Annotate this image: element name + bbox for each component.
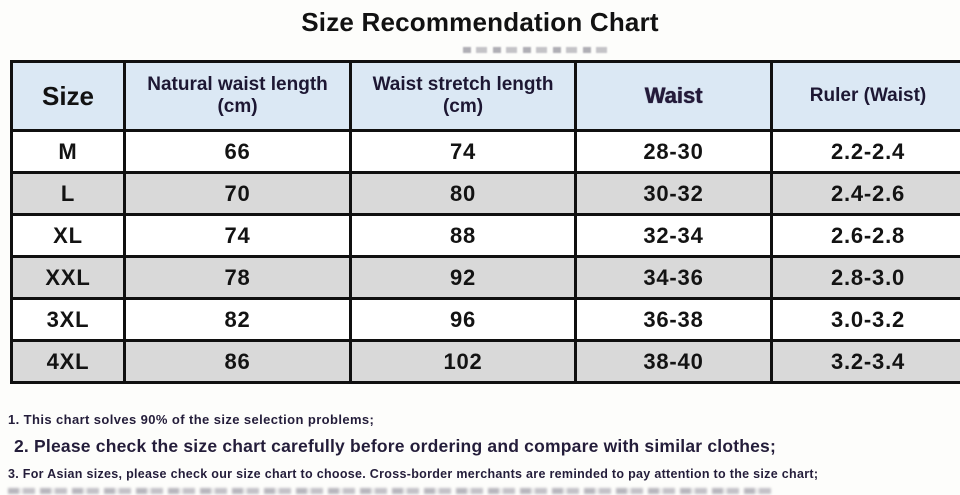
cell-size: 4XL — [12, 341, 125, 383]
header-cell-size: Size — [12, 62, 125, 131]
table-row: XL 74 88 32-34 2.6-2.8 — [12, 215, 960, 257]
cell-stretch: 74 — [351, 131, 576, 173]
table-row: 3XL 82 96 36-38 3.0-3.2 — [12, 299, 960, 341]
size-recommendation-table: Size Natural waist length (cm) Waist str… — [10, 60, 960, 384]
cell-stretch: 80 — [351, 173, 576, 215]
cell-waist: 34-36 — [576, 257, 772, 299]
note-2: 2. Please check the size chart carefully… — [14, 436, 960, 457]
cell-natural: 74 — [125, 215, 351, 257]
cell-size: 3XL — [12, 299, 125, 341]
cell-natural: 66 — [125, 131, 351, 173]
cell-stretch: 96 — [351, 299, 576, 341]
table-body: M 66 74 28-30 2.2-2.4 L 70 80 30-32 2.4-… — [12, 131, 960, 383]
cell-ruler: 2.6-2.8 — [772, 215, 960, 257]
cell-stretch: 88 — [351, 215, 576, 257]
cell-waist: 30-32 — [576, 173, 772, 215]
cell-waist: 32-34 — [576, 215, 772, 257]
table-row: 4XL 86 102 38-40 3.2-3.4 — [12, 341, 960, 383]
table-row: M 66 74 28-30 2.2-2.4 — [12, 131, 960, 173]
cell-waist: 36-38 — [576, 299, 772, 341]
cell-stretch: 102 — [351, 341, 576, 383]
note-3: 3. For Asian sizes, please check our siz… — [8, 467, 960, 481]
cell-size: XXL — [12, 257, 125, 299]
cell-waist: 38-40 — [576, 341, 772, 383]
cell-stretch: 92 — [351, 257, 576, 299]
table-row: XXL 78 92 34-36 2.8-3.0 — [12, 257, 960, 299]
cell-natural: 86 — [125, 341, 351, 383]
cell-size: M — [12, 131, 125, 173]
cell-size: XL — [12, 215, 125, 257]
cell-waist: 28-30 — [576, 131, 772, 173]
cell-ruler: 3.2-3.4 — [772, 341, 960, 383]
header-cell-ruler: Ruler (Waist) — [772, 62, 960, 131]
cell-natural: 70 — [125, 173, 351, 215]
table-row: L 70 80 30-32 2.4-2.6 — [12, 173, 960, 215]
cell-ruler: 2.2-2.4 — [772, 131, 960, 173]
note-1: 1. This chart solves 90% of the size sel… — [8, 412, 960, 427]
cell-ruler: 2.4-2.6 — [772, 173, 960, 215]
table-header: Size Natural waist length (cm) Waist str… — [12, 62, 960, 131]
cell-ruler: 2.8-3.0 — [772, 257, 960, 299]
clipped-text-artifact — [8, 488, 773, 494]
header-cell-waist-stretch: Waist stretch length (cm) — [351, 62, 576, 131]
footnotes: 1. This chart solves 90% of the size sel… — [0, 409, 960, 481]
header-cell-waist: Waist — [576, 62, 772, 131]
page-title: Size Recommendation Chart — [0, 7, 960, 38]
header-cell-natural-waist: Natural waist length (cm) — [125, 62, 351, 131]
header-row: Size Natural waist length (cm) Waist str… — [12, 62, 960, 131]
cell-natural: 78 — [125, 257, 351, 299]
cell-ruler: 3.0-3.2 — [772, 299, 960, 341]
cell-natural: 82 — [125, 299, 351, 341]
cell-size: L — [12, 173, 125, 215]
edit-smudge-artifact — [463, 47, 613, 53]
